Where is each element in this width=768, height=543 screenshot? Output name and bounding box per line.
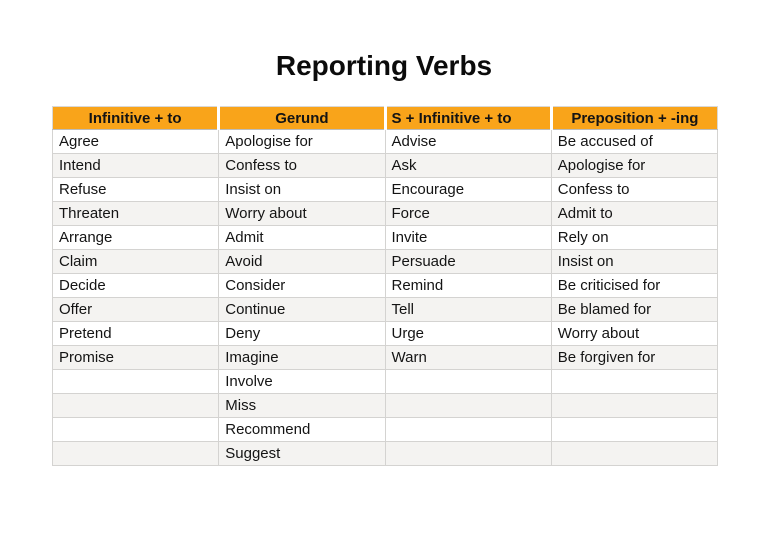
table-cell: Offer (51, 297, 220, 322)
table-cell: Ask (384, 153, 552, 178)
column-header: Preposition + -ing (549, 106, 719, 130)
table-cell: Warn (384, 345, 552, 370)
column-header: Gerund (217, 106, 385, 130)
table-row: Recommend (51, 417, 719, 442)
table-cell: Imagine (218, 345, 386, 370)
table-cell: Advise (384, 129, 552, 154)
table-cell: Arrange (51, 225, 220, 250)
table-cell: Pretend (51, 321, 220, 346)
table-cell: Involve (218, 369, 386, 394)
table-cell: Avoid (218, 249, 386, 274)
table-cell (550, 393, 719, 418)
table-row: Promise Imagine Warn Be forgiven for (51, 345, 719, 370)
table-cell (384, 417, 552, 442)
table-cell: Urge (384, 321, 552, 346)
table-cell: Decide (51, 273, 220, 298)
table-cell: Admit (218, 225, 386, 250)
reporting-verbs-table: Infinitive + to Gerund S + Infinitive + to… (51, 106, 719, 466)
table-cell: Deny (218, 321, 386, 346)
table-row: Pretend Deny Urge Worry about (51, 321, 719, 346)
table-cell: Worry about (550, 321, 719, 346)
table-row: Decide Consider Remind Be criticised for (51, 273, 719, 298)
table-cell (384, 369, 552, 394)
table-row: Arrange Admit Invite Rely on (51, 225, 719, 250)
table-cell: Invite (384, 225, 552, 250)
table-cell: Be accused of (550, 129, 719, 154)
header-row: Infinitive + to Gerund S + Infinitive + to… (51, 106, 719, 130)
table-cell: Apologise for (550, 153, 719, 178)
table-cell (550, 369, 719, 394)
table-row: Miss (51, 393, 719, 418)
table-cell: Recommend (218, 417, 386, 442)
table-cell: Insist on (550, 249, 719, 274)
table-row: Offer Continue Tell Be blamed for (51, 297, 719, 322)
table-row: Agree Apologise for Advise Be accused of (51, 129, 719, 154)
table-cell: Be blamed for (550, 297, 719, 322)
table-cell (51, 441, 220, 466)
table-body: Agree Apologise for Advise Be accused of Int… (51, 129, 719, 466)
table-cell: Admit to (550, 201, 719, 226)
table-row: Intend Confess to Ask Apologise for (51, 153, 719, 178)
table-cell: Be criticised for (550, 273, 719, 298)
table-cell (51, 393, 220, 418)
table-row: Claim Avoid Persuade Insist on (51, 249, 719, 274)
table-cell (51, 417, 220, 442)
table-cell: Persuade (384, 249, 552, 274)
table-cell: Apologise for (218, 129, 386, 154)
table-cell (384, 441, 552, 466)
table-cell: Refuse (51, 177, 220, 202)
table-header-row: Infinitive + to Gerund S + Infinitive + to… (51, 106, 719, 130)
table-cell: Encourage (384, 177, 552, 202)
table-cell: Worry about (218, 201, 386, 226)
table-cell: Agree (51, 129, 220, 154)
table-cell (384, 393, 552, 418)
table-row: Refuse Insist on Encourage Confess to (51, 177, 719, 202)
table-cell: Tell (384, 297, 552, 322)
table-cell: Confess to (550, 177, 719, 202)
table-cell: Confess to (218, 153, 386, 178)
column-header: Infinitive + to (51, 106, 219, 130)
table-row: Suggest (51, 441, 719, 466)
table-cell (550, 417, 719, 442)
table-cell: Consider (218, 273, 386, 298)
table-cell: Rely on (550, 225, 719, 250)
page-title: Reporting Verbs (275, 50, 493, 81)
table-cell: Suggest (218, 441, 386, 466)
table-cell: Intend (51, 153, 220, 178)
table-cell: Threaten (51, 201, 220, 226)
table-cell (550, 441, 719, 466)
table-cell: Force (384, 201, 552, 226)
table-row: Involve (51, 369, 719, 394)
table-row: Threaten Worry about Force Admit to (51, 201, 719, 226)
table-cell: Be forgiven for (550, 345, 719, 370)
table-cell: Continue (218, 297, 386, 322)
column-header: S + Infinitive + to (383, 106, 552, 130)
table-cell: Promise (51, 345, 220, 370)
table-cell: Claim (51, 249, 220, 274)
table-cell: Insist on (218, 177, 386, 202)
table-cell (51, 369, 220, 394)
table-cell: Remind (384, 273, 552, 298)
table-cell: Miss (218, 393, 386, 418)
